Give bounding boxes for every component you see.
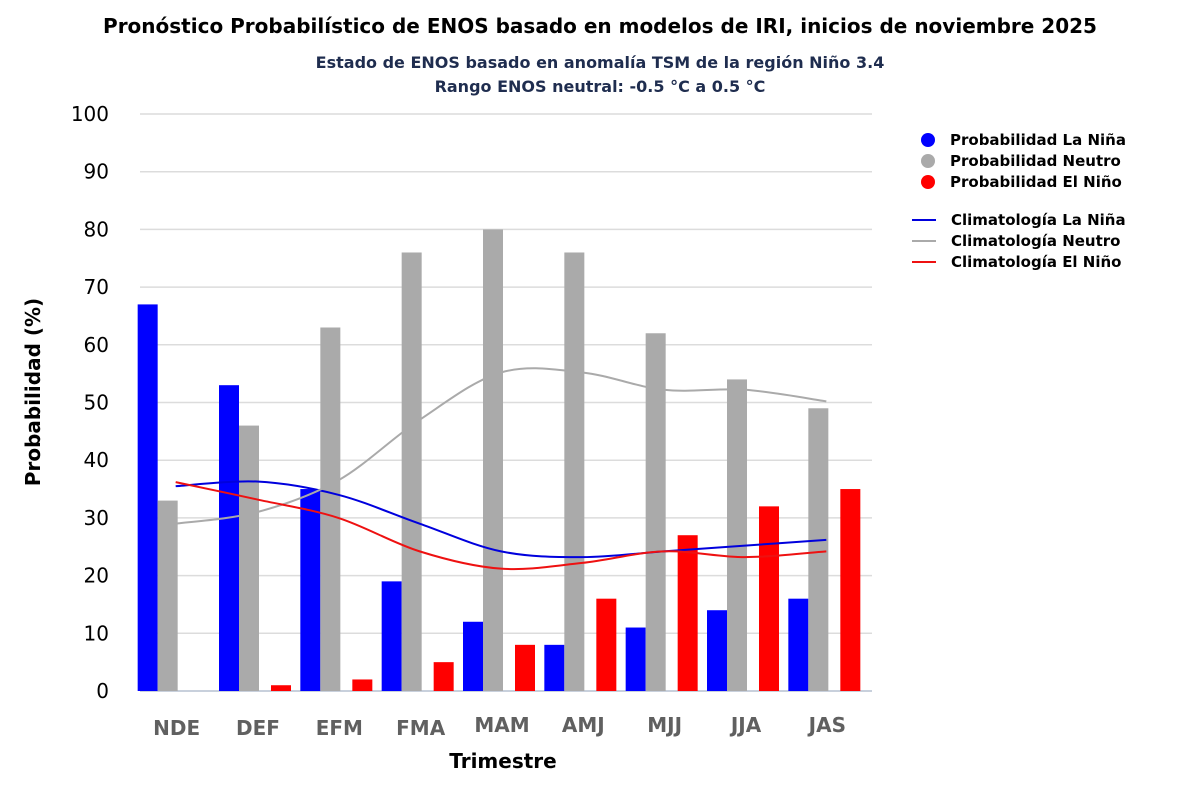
- bar-probabilidad-el-nino-fma: [433, 662, 454, 691]
- chart-title: Pronóstico Probabilístico de ENOS basado…: [103, 14, 1097, 38]
- x-tick-label: MAM: [474, 713, 529, 737]
- bar-probabilidad-neutro-jas: [808, 408, 829, 691]
- legend-marker-probabilidad-el-nino: [921, 175, 935, 189]
- legend-label-climatologia-la-nina: Climatología La Niña: [951, 211, 1126, 229]
- y-tick-label: 90: [84, 160, 109, 184]
- bar-probabilidad-la-nina-mjj: [625, 627, 646, 691]
- legend: Probabilidad La Niña Probabilidad Neutro P…: [912, 131, 1126, 271]
- legend-label-probabilidad-el-nino: Probabilidad El Niño: [950, 173, 1122, 191]
- y-axis-ticks: 0 10 20 30 40 50 60 70 80 90 100: [71, 102, 109, 703]
- bar-probabilidad-neutro-amj: [564, 252, 585, 692]
- y-tick-label: 10: [84, 621, 109, 645]
- bar-probabilidad-la-nina-jja: [707, 610, 727, 691]
- x-axis-label: Trimestre: [449, 749, 556, 773]
- y-tick-label: 30: [84, 506, 109, 530]
- legend-marker-probabilidad-la-nina: [921, 133, 935, 147]
- y-tick-label: 50: [84, 391, 109, 415]
- bar-probabilidad-la-nina-amj: [544, 644, 565, 691]
- x-tick-label: NDE: [153, 716, 200, 740]
- bar-probabilidad-el-nino-def: [271, 685, 291, 691]
- climatology-lines: [175, 367, 827, 571]
- bar-probabilidad-el-nino-efm: [352, 679, 373, 691]
- bar-probabilidad-neutro-nde: [157, 500, 178, 691]
- bar-probabilidad-el-nino-mjj: [677, 535, 698, 691]
- bar-probabilidad-la-nina-fma: [381, 581, 402, 691]
- bar-probabilidad-la-nina-jas: [788, 598, 809, 691]
- bars: [137, 229, 861, 692]
- bar-probabilidad-neutro-jja: [727, 379, 747, 691]
- y-tick-label: 70: [84, 275, 109, 299]
- x-tick-label: FMA: [396, 716, 446, 740]
- y-tick-label: 40: [84, 448, 109, 472]
- x-tick-label: JJA: [729, 713, 762, 737]
- x-tick-label: DEF: [236, 716, 280, 740]
- bar-probabilidad-el-nino-jas: [840, 489, 861, 691]
- gridlines: [140, 113, 872, 692]
- bar-probabilidad-la-nina-efm: [300, 489, 321, 691]
- line-climatologia-el-nino: [175, 481, 827, 571]
- y-tick-label: 80: [84, 217, 109, 241]
- bar-probabilidad-la-nina-def: [219, 385, 239, 691]
- x-tick-label: AMJ: [562, 713, 605, 737]
- bar-probabilidad-neutro-def: [239, 425, 259, 691]
- chart-subtitle-line-2: Rango ENOS neutral: -0.5 °C a 0.5 °C: [435, 77, 766, 96]
- y-tick-label: 100: [71, 102, 109, 126]
- bar-probabilidad-la-nina-mam: [463, 621, 483, 691]
- chart-subtitle-line-1: Estado de ENOS basado en anomalía TSM de…: [316, 53, 885, 72]
- y-axis-label: Probabilidad (%): [21, 298, 45, 486]
- legend-label-climatologia-neutro: Climatología Neutro: [951, 232, 1120, 250]
- bar-probabilidad-neutro-mam: [483, 229, 503, 691]
- bar-probabilidad-neutro-mjj: [645, 333, 666, 691]
- y-tick-label: 60: [84, 333, 109, 357]
- bar-probabilidad-el-nino-amj: [596, 598, 617, 691]
- legend-label-probabilidad-la-nina: Probabilidad La Niña: [950, 131, 1126, 149]
- x-tick-label: JAS: [807, 713, 846, 737]
- bar-probabilidad-la-nina-nde: [137, 304, 158, 691]
- bar-probabilidad-neutro-fma: [401, 252, 422, 692]
- y-tick-label: 20: [84, 564, 109, 588]
- bar-probabilidad-neutro-efm: [320, 327, 341, 691]
- bar-probabilidad-el-nino-jja: [759, 506, 779, 691]
- bar-probabilidad-el-nino-mam: [515, 644, 535, 691]
- y-tick-label: 0: [96, 679, 109, 703]
- x-tick-label: EFM: [316, 716, 363, 740]
- legend-marker-probabilidad-neutro: [921, 154, 935, 168]
- x-tick-label: MJJ: [647, 713, 682, 737]
- x-axis-ticks: NDE DEF EFM FMA MAM AMJ MJJ JJA JAS: [153, 713, 846, 740]
- line-climatologia-la-nina: [175, 480, 827, 559]
- legend-label-probabilidad-neutro: Probabilidad Neutro: [950, 152, 1121, 170]
- legend-label-climatologia-el-nino: Climatología El Niño: [951, 253, 1121, 271]
